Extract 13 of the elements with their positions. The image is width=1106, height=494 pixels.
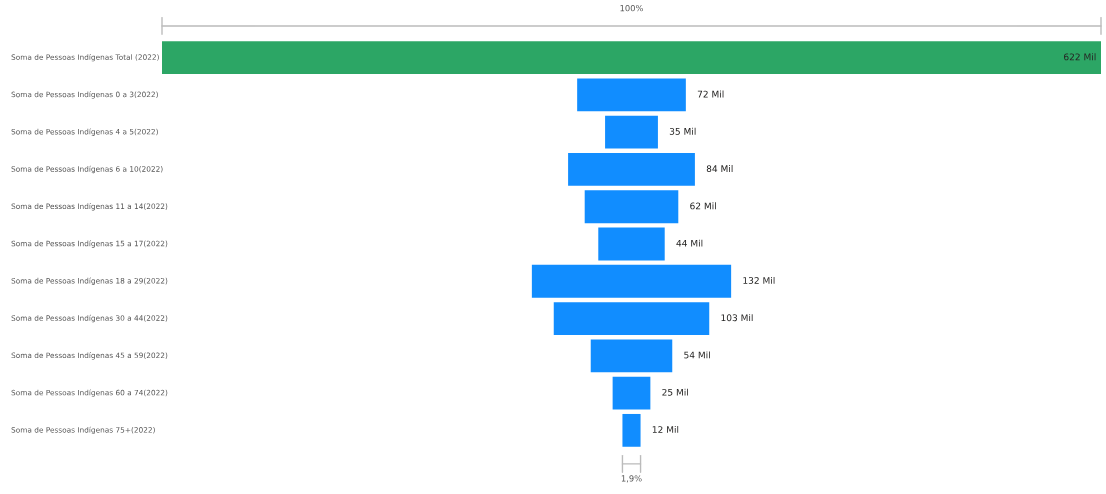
- data-label: 62 Mil: [690, 202, 716, 210]
- data-label: 84 Mil: [706, 165, 733, 173]
- data-label: 54 Mil: [684, 351, 710, 359]
- text: 100%: [620, 4, 643, 12]
- data-label: 12 Mil: [652, 426, 679, 433]
- data-label: 44 Mil: [676, 239, 703, 247]
- data-label: 103 Mil: [721, 314, 753, 322]
- data-label: 25 Mil: [662, 388, 688, 396]
- data-label: 132 Mil: [743, 276, 775, 284]
- text: 1,9%: [621, 475, 642, 483]
- data-label: 72 Mil: [697, 90, 724, 98]
- data-label: 622 Mil: [1064, 53, 1096, 61]
- data-label: 35 Mil: [669, 127, 696, 135]
